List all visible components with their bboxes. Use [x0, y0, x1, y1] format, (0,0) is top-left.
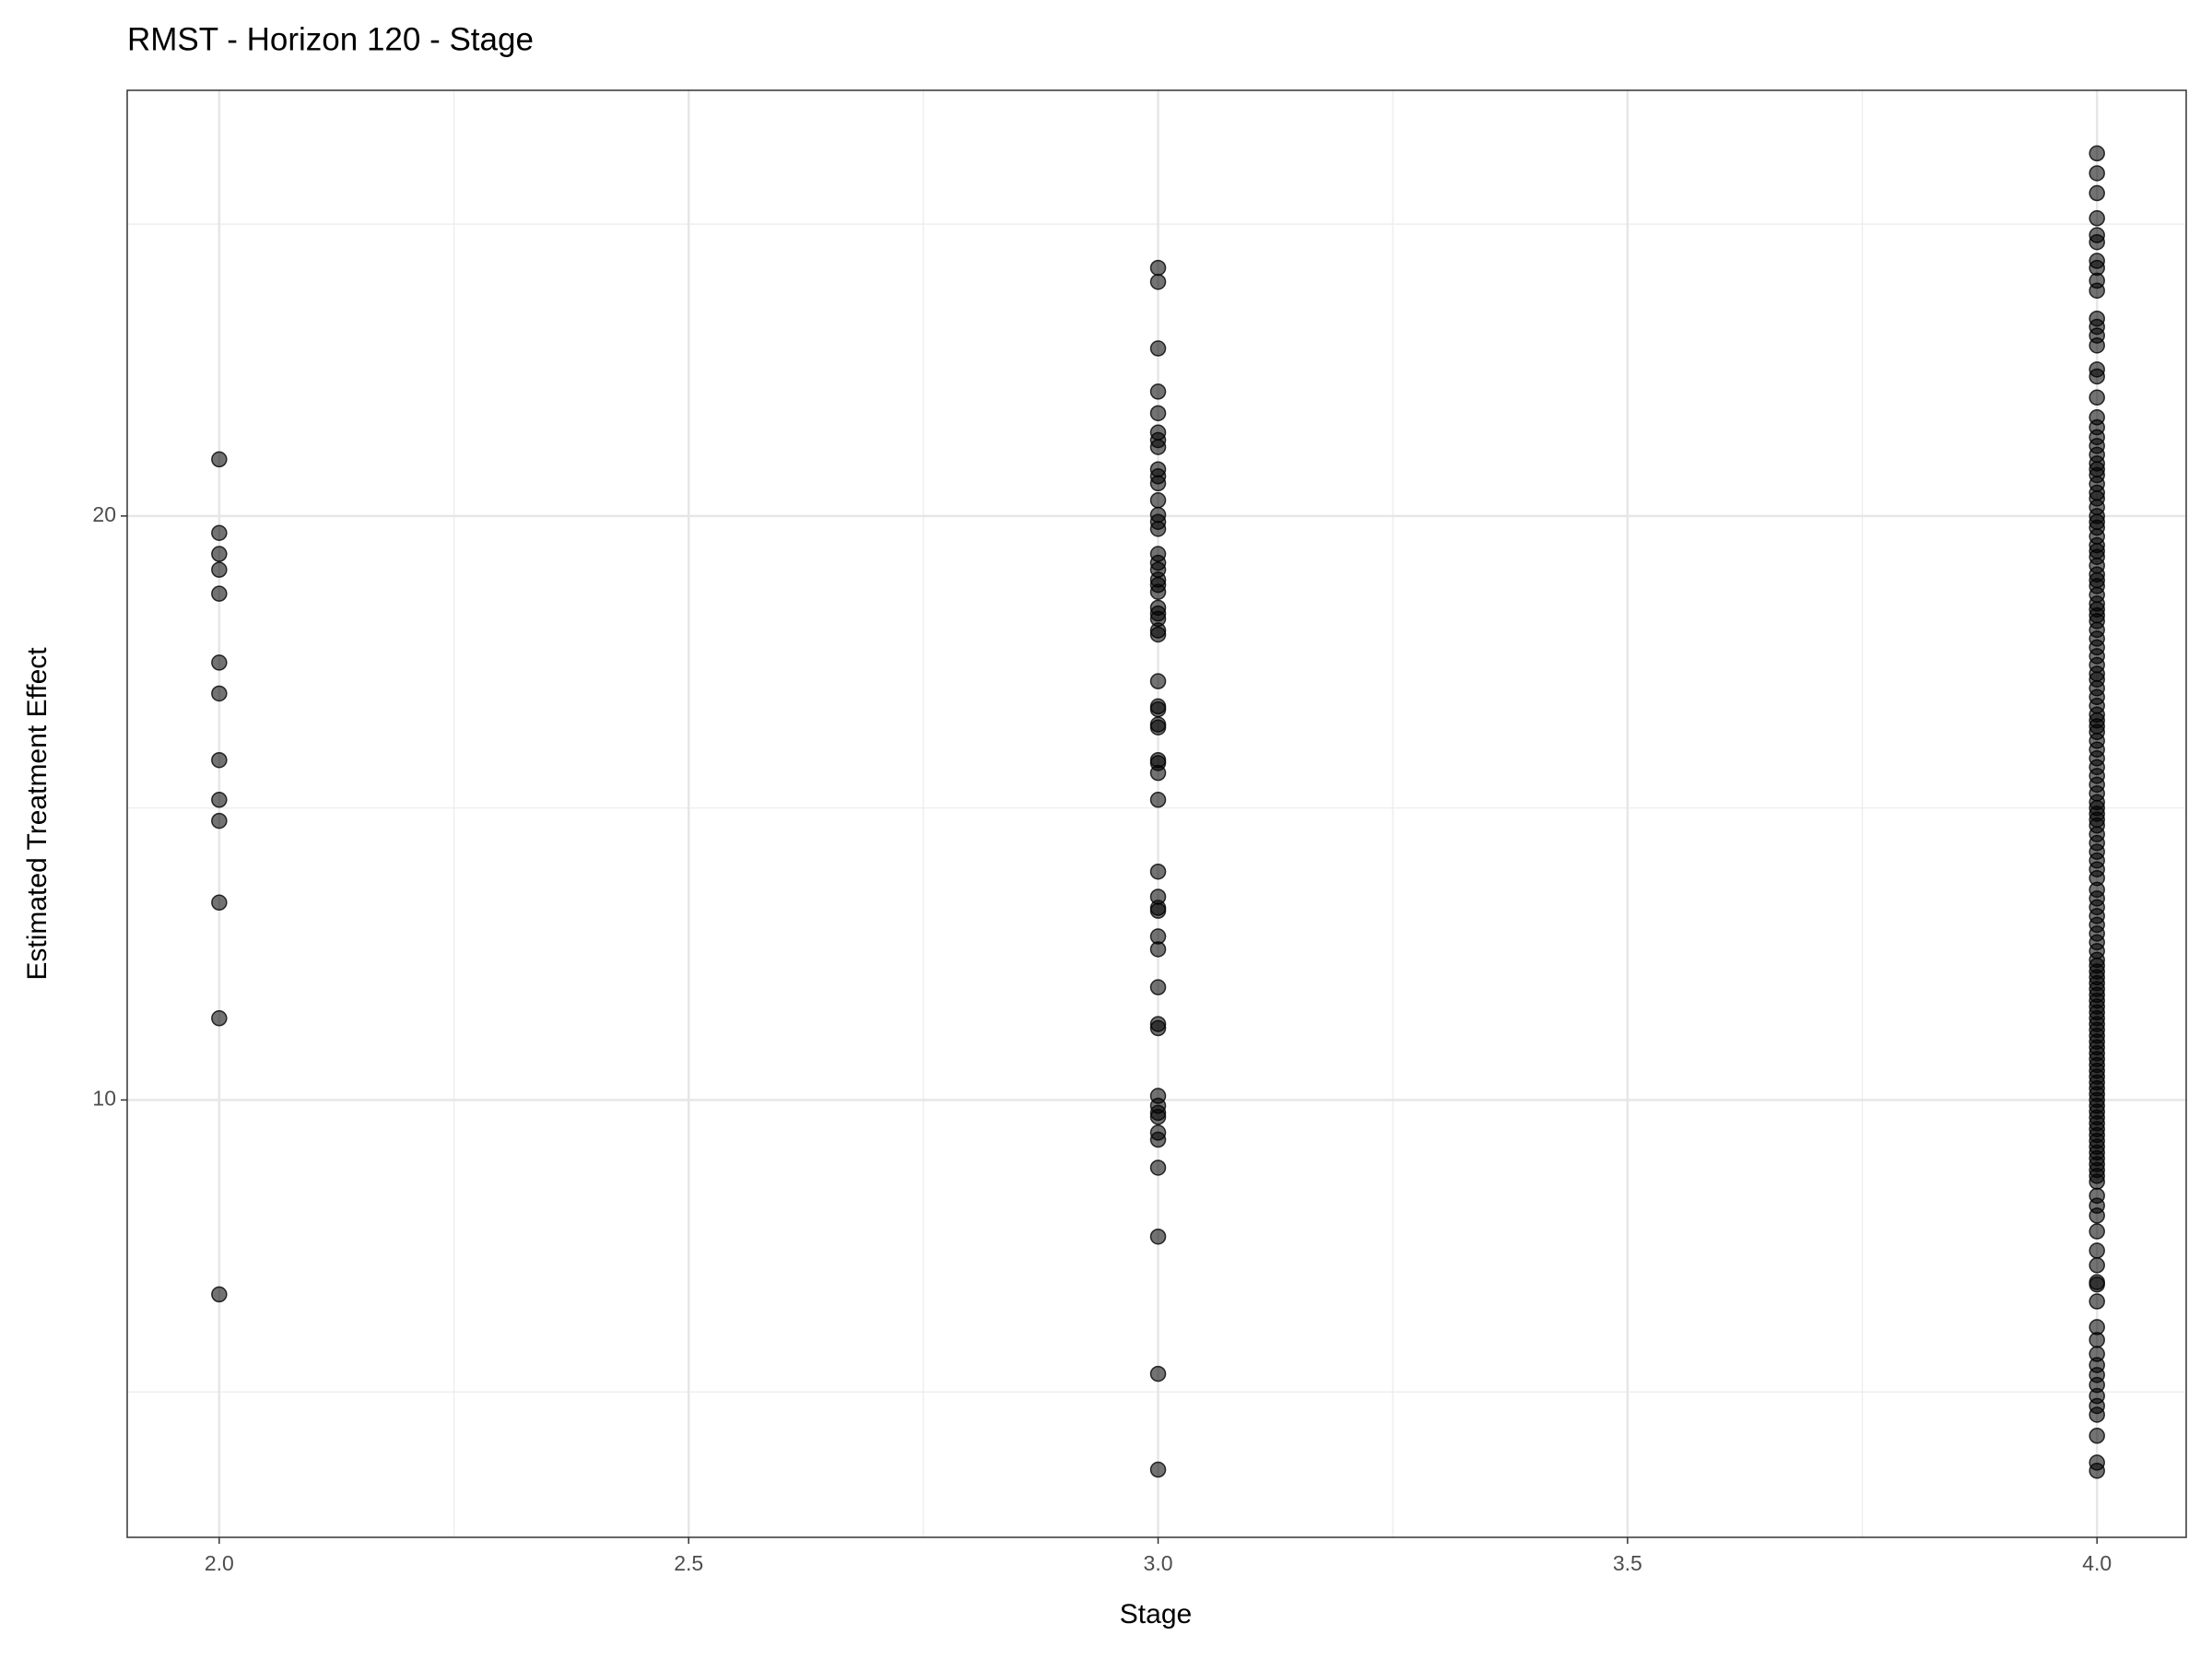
point: [1149, 439, 1167, 455]
point: [2088, 368, 2105, 385]
point: [1149, 521, 1167, 537]
point: [2088, 210, 2105, 227]
point: [1149, 626, 1167, 643]
x-tick-label: 3.5: [1613, 1551, 1642, 1575]
point: [2088, 337, 2105, 354]
point: [2088, 1332, 2105, 1348]
point: [211, 561, 228, 578]
point: [2088, 1242, 2105, 1259]
point: [1149, 405, 1167, 422]
point: [2088, 233, 2105, 251]
point: [1149, 259, 1167, 276]
point: [1149, 1019, 1167, 1037]
point: [2088, 1463, 2105, 1479]
point: [1149, 274, 1167, 290]
x-tick-label: 2.5: [674, 1551, 703, 1575]
chart-title: RMST - Horizon 120 - Stage: [127, 21, 534, 57]
point: [2088, 1293, 2105, 1310]
point: [1149, 1365, 1167, 1382]
point: [1149, 792, 1167, 808]
x-tick-label: 2.0: [205, 1551, 234, 1575]
y-axis-label: Estimated Treatment Effect: [22, 647, 53, 981]
point: [1149, 340, 1167, 357]
point: [1149, 1159, 1167, 1176]
point: [1149, 1109, 1167, 1125]
point: [211, 451, 228, 468]
point: [1149, 1461, 1167, 1478]
point: [2088, 1173, 2105, 1190]
point: [211, 685, 228, 702]
x-tick-label: 4.0: [2082, 1551, 2112, 1575]
point: [1149, 1131, 1167, 1148]
y-tick-label: 10: [92, 1087, 116, 1111]
point: [2088, 184, 2105, 202]
point: [1149, 719, 1167, 735]
x-tick-label: 3.0: [1144, 1551, 1173, 1575]
point: [211, 524, 228, 542]
point: [2088, 1223, 2105, 1240]
point: [1149, 383, 1167, 400]
point: [211, 546, 228, 562]
point: [1149, 1228, 1167, 1245]
points: [211, 145, 2105, 1479]
plot-border: [126, 89, 2187, 1538]
y-tick-label: 20: [92, 502, 116, 526]
point: [211, 894, 228, 912]
point: [1149, 902, 1167, 919]
point: [211, 1286, 228, 1303]
point: [1149, 492, 1167, 509]
point: [1149, 863, 1167, 880]
point: [211, 812, 228, 830]
point: [2088, 1276, 2105, 1293]
point: [1149, 700, 1167, 718]
point: [2088, 1257, 2105, 1274]
point: [1149, 979, 1167, 995]
point: [1149, 583, 1167, 600]
point: [2088, 1207, 2105, 1224]
point: [211, 585, 228, 602]
point: [211, 1010, 228, 1027]
point: [2088, 1428, 2105, 1444]
point: [1149, 673, 1167, 689]
point: [2088, 389, 2105, 406]
point: [211, 654, 228, 671]
x-axis-label: Stage: [1120, 1599, 1192, 1630]
point: [1149, 475, 1167, 492]
point: [1149, 941, 1167, 958]
point: [211, 792, 228, 808]
point: [211, 751, 228, 769]
point: [1149, 764, 1167, 782]
point: [2088, 145, 2105, 162]
point: [2088, 1406, 2105, 1423]
point: [2088, 282, 2105, 300]
point: [2088, 165, 2105, 182]
